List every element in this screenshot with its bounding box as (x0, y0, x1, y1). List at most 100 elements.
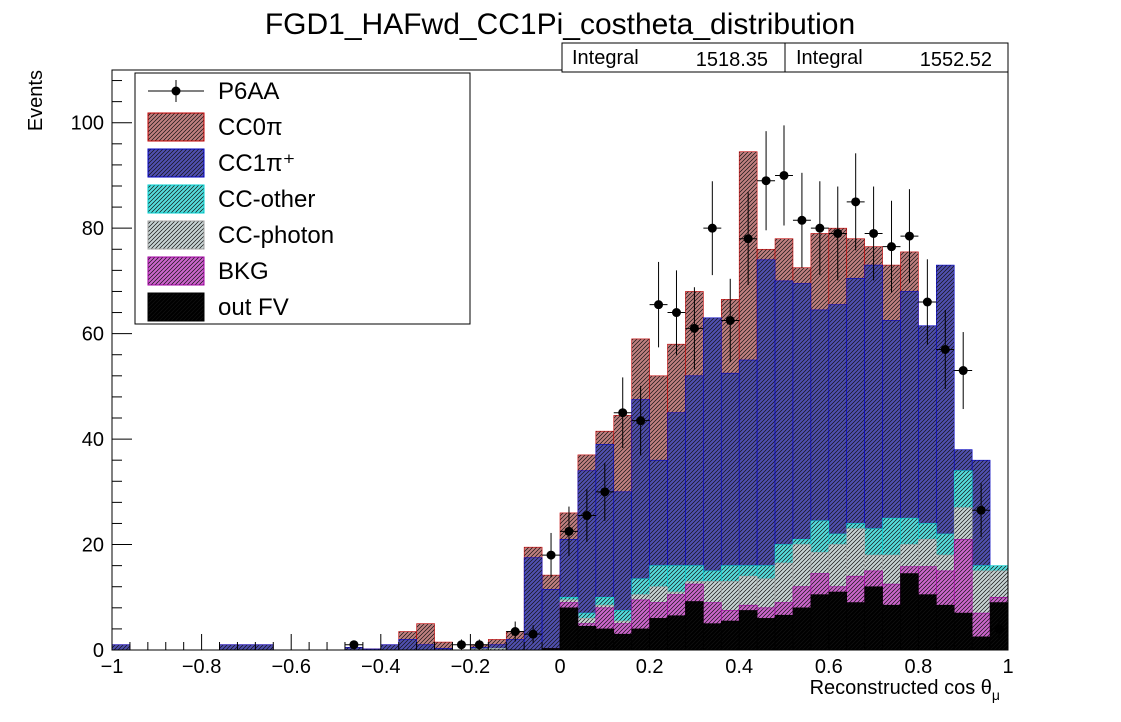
bar-hatch (953, 612, 973, 651)
data-marker (456, 640, 466, 650)
legend-swatch-hatch (147, 220, 205, 250)
bar-hatch (380, 644, 400, 651)
x-tick-label: −0.4 (361, 656, 400, 678)
legend-item: CC0π (147, 112, 283, 142)
data-marker (600, 487, 610, 497)
data-marker (797, 215, 807, 225)
bar-hatch (398, 639, 417, 651)
legend-label: CC-other (218, 186, 315, 213)
data-point (470, 639, 489, 650)
data-point (703, 181, 722, 276)
bar-hatch (900, 573, 919, 651)
data-point (631, 385, 650, 456)
legend-swatch-hatch (147, 184, 205, 214)
bar-hatch (237, 644, 256, 651)
y-axis: 0 20 40 60 80 100 (71, 80, 132, 662)
x-tick-label: −1 (101, 656, 124, 678)
legend-item: P6AA (148, 78, 279, 105)
x-tick-label: −0.2 (451, 656, 490, 678)
legend-label: BKG (218, 258, 269, 285)
bar-hatch (559, 607, 579, 651)
legend: P6AA CC0π CC1π⁺ CC-other CC-photon BKG out FV (134, 72, 471, 325)
x-axis: −1 −0.8 −0.6 −0.4 −0.2 0 0.2 0.4 0.6 0.8 1 (101, 634, 1014, 678)
data-point (810, 181, 829, 276)
data-marker (958, 366, 968, 376)
legend-swatch-hatch (147, 112, 205, 142)
data-point (882, 200, 901, 293)
bar-hatch (756, 618, 776, 651)
data-point (775, 125, 793, 226)
data-points (344, 125, 1008, 650)
stat-label-1: Integral (572, 47, 639, 69)
x-tick-label: 0.4 (725, 656, 753, 678)
x-axis-label: Reconstructed cos θμ (810, 677, 1000, 703)
data-marker (582, 511, 592, 521)
stack-series-0 (541, 573, 1009, 651)
legend-swatch-hatch (147, 148, 205, 178)
bar-hatch (882, 604, 901, 651)
bar-hatch (703, 623, 722, 651)
data-marker (851, 197, 861, 207)
data-point (990, 618, 1008, 640)
data-marker (654, 300, 664, 310)
bar-hatch (613, 633, 632, 651)
data-marker (815, 223, 825, 233)
bar-hatch (918, 594, 937, 651)
legend-label: CC0π (218, 114, 283, 141)
bar-hatch (649, 618, 668, 651)
bar-hatch (792, 607, 812, 651)
data-point (900, 189, 919, 284)
data-point (577, 489, 596, 542)
data-point (721, 278, 740, 363)
legend-item: CC1π⁺ (147, 148, 295, 178)
data-marker (922, 297, 932, 307)
data-marker (833, 228, 843, 238)
data-marker (976, 505, 986, 515)
data-marker (689, 323, 699, 333)
stat-value-2: 1552.52 (920, 49, 992, 71)
bar-hatch (111, 644, 131, 651)
data-marker (994, 624, 1004, 634)
data-point (667, 270, 686, 355)
data-marker (761, 176, 771, 186)
bar-hatch (416, 644, 435, 651)
legend-label: out FV (218, 294, 289, 321)
data-point (524, 625, 543, 644)
bar-hatch (774, 614, 794, 651)
data-point (846, 153, 865, 251)
data-point (595, 462, 614, 521)
y-tick-label: 0 (93, 640, 104, 662)
data-marker (618, 408, 628, 418)
legend-marker (171, 86, 181, 96)
x-tick-label: −0.6 (271, 656, 310, 678)
y-tick-label: 20 (82, 535, 104, 557)
data-marker (636, 416, 646, 426)
x-tick-label: 1 (1002, 656, 1013, 678)
data-point (739, 192, 758, 286)
bar-hatch (720, 620, 740, 651)
bar-hatch (846, 602, 865, 651)
data-marker (564, 526, 574, 536)
x-tick-label: 0.8 (904, 656, 932, 678)
data-point (452, 639, 471, 650)
data-marker (904, 231, 914, 241)
bar-hatch (685, 601, 704, 651)
bar-hatch (828, 591, 848, 651)
chart-title: FGD1_HAFwd_CC1Pi_costheta_distribution (265, 8, 855, 41)
legend-swatch-hatch (147, 292, 205, 322)
y-tick-label: 100 (71, 113, 104, 135)
data-marker (528, 629, 538, 639)
data-point (954, 332, 973, 410)
data-marker (546, 550, 556, 560)
legend-label: CC-photon (218, 222, 334, 249)
data-point (936, 309, 955, 389)
y-tick-label: 60 (82, 324, 104, 346)
data-point (918, 259, 937, 345)
bar-hatch (667, 615, 686, 651)
data-point (344, 640, 363, 650)
data-marker (869, 228, 879, 238)
data-marker (887, 242, 897, 252)
stats-box: Integral 1518.35 Integral 1552.52 (561, 42, 1009, 73)
bar-hatch (595, 628, 615, 651)
